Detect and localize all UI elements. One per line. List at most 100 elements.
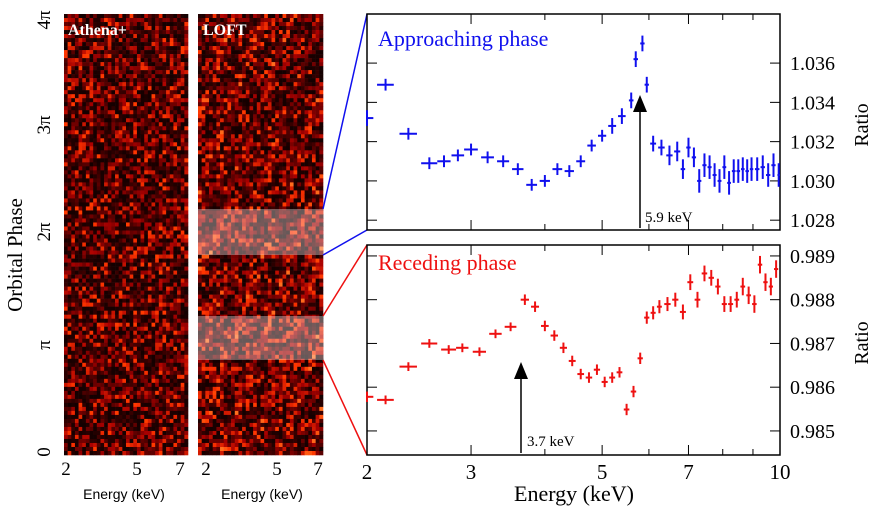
heatmap-cell [209, 126, 214, 131]
heatmap-cell [151, 38, 156, 43]
heatmap-cell [118, 118, 123, 123]
heatmap-cell [201, 130, 206, 135]
heatmap-cell [115, 142, 120, 147]
heatmap-cell [162, 190, 167, 195]
heatmap-cell [104, 350, 109, 356]
heatmap-cell [216, 298, 221, 303]
heatmap-cell [147, 30, 152, 35]
heatmap-cell [158, 242, 163, 247]
heatmap-cell [198, 102, 202, 107]
heatmap-cell [78, 90, 83, 95]
heatmap-cell [155, 162, 160, 167]
heatmap-cell [89, 26, 94, 31]
heatmap-cell [140, 422, 145, 428]
heatmap-cell [78, 390, 83, 396]
heatmap-cell [71, 294, 76, 299]
heatmap-cell [234, 134, 239, 139]
heatmap-cell [169, 50, 174, 55]
heatmap-cell [177, 234, 182, 239]
heatmap-cell [158, 378, 163, 384]
heatmap-cell [140, 390, 145, 396]
heatmap-cell [74, 90, 79, 95]
heatmap-cell [71, 374, 76, 380]
heatmap-cell [212, 210, 217, 215]
heatmap-cell [96, 414, 101, 420]
heatmap-cell [173, 90, 178, 95]
heatmap-cell [107, 154, 112, 159]
heatmap-cell [111, 286, 116, 291]
heatmap-cell [169, 94, 174, 99]
heatmap-cell [74, 142, 79, 147]
heatmap-cell [89, 382, 94, 388]
heatmap-cell [71, 30, 76, 35]
heatmap-cell [111, 38, 116, 43]
heatmap-cell [107, 214, 112, 219]
heatmap-cell [173, 142, 178, 147]
heatmap-cell [136, 406, 141, 412]
heatmap-cell [158, 118, 163, 123]
heatmap-cell [144, 418, 149, 424]
heatmap-cell [147, 194, 152, 199]
heatmap-cell [155, 238, 160, 243]
heatmap-cell [169, 394, 174, 400]
heatmap-cell [78, 366, 83, 372]
heatmap-cell [209, 322, 214, 328]
heatmap-cell [184, 142, 189, 147]
heatmap-cell [89, 210, 94, 215]
heatmap-cell [71, 178, 76, 183]
heatmap-cell [184, 394, 189, 400]
heatmap-cell [122, 402, 127, 408]
heatmap-cell [162, 270, 167, 275]
heatmap-cell [71, 262, 76, 267]
heatmap-cell [64, 190, 68, 195]
heatmap-cell [93, 34, 98, 39]
heatmap-cell [100, 234, 105, 239]
heatmap-cell [89, 30, 94, 35]
heatmap-cell [107, 22, 112, 27]
heatmap-cell [173, 306, 178, 311]
heatmap-cell [136, 210, 141, 215]
heatmap-cell [201, 290, 206, 295]
heatmap-cell [78, 314, 83, 319]
heatmap-cell [78, 302, 83, 307]
heatmap-cell [201, 258, 206, 263]
heatmap-cell [82, 290, 87, 295]
heatmap-cell [136, 206, 141, 211]
heatmap-cell [223, 318, 228, 323]
heatmap-cell [100, 110, 105, 115]
heatmap-cell [74, 442, 79, 448]
heatmap-cell [198, 190, 202, 195]
heatmap-cell [177, 278, 182, 283]
heatmap-cell [133, 198, 138, 203]
heatmap-cell [82, 334, 87, 340]
heatmap-cell [177, 154, 182, 159]
heatmap-cell [162, 218, 167, 223]
heatmap-cell [220, 206, 225, 211]
heatmap-cell [140, 118, 145, 123]
heatmap-cell [220, 442, 225, 448]
heatmap-cell [227, 226, 232, 231]
heatmap-cell [140, 58, 145, 63]
heatmap-cell [209, 14, 214, 19]
heatmap-cell [158, 58, 163, 63]
heatmap-cell [151, 190, 156, 195]
heatmap-cell [212, 158, 217, 163]
heatmap-cell [129, 50, 134, 55]
heatmap-cell [209, 278, 214, 283]
heatmap-cell [184, 262, 189, 267]
heatmap-cell [67, 38, 72, 43]
heatmap-cell [111, 274, 116, 279]
heatmap-cell [82, 54, 87, 59]
heatmap-cell [71, 410, 76, 416]
heatmap-cell [89, 114, 94, 119]
heatmap-cell [177, 170, 182, 175]
heatmap-cell [122, 146, 127, 151]
heatmap-cell [129, 34, 134, 39]
heatmap-cell [234, 402, 239, 408]
heatmap-cell [67, 94, 72, 99]
heatmap-cell [104, 110, 109, 115]
heatmap-cell [67, 54, 72, 59]
heatmap-cell [78, 66, 83, 71]
heatmap-cell [173, 234, 178, 239]
heatmap-cell [122, 334, 127, 340]
